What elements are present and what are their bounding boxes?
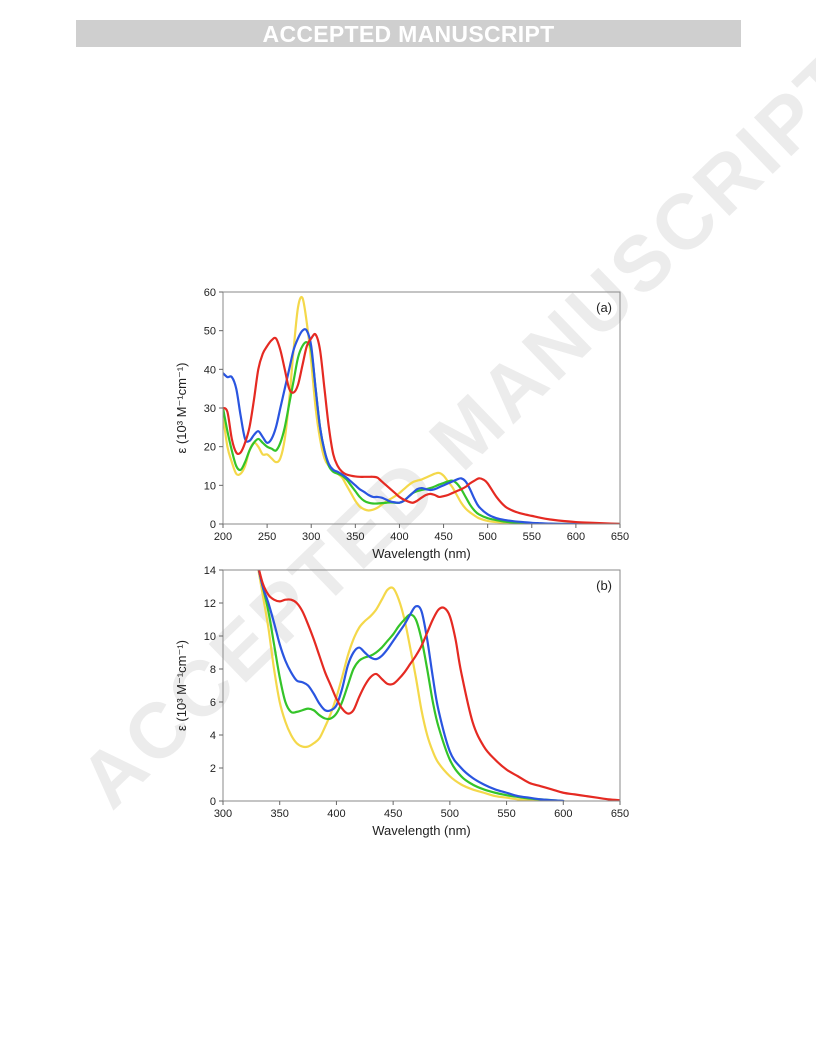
chart-panel-b: 300 350 400 450 500 550 600 650 0 2 4 6 8 10 12 14 Wavel… bbox=[174, 565, 629, 838]
banner-text: ACCEPTED MANUSCRIPT bbox=[262, 21, 555, 47]
y-tick-label: 30 bbox=[204, 403, 216, 415]
series-line-3 bbox=[223, 328, 620, 524]
y-tick-label: 10 bbox=[204, 480, 216, 492]
x-tick-label: 250 bbox=[258, 531, 276, 543]
y-tick-label: 2 bbox=[210, 763, 216, 775]
x-tick-label: 550 bbox=[523, 531, 541, 543]
accepted-manuscript-banner: ACCEPTED MANUSCRIPT bbox=[76, 20, 741, 47]
chart-panel-a: 200 250 300 350 400 450 500 550 600 650 0 10 20 30 40 5… bbox=[174, 287, 629, 561]
x-tick-label: 300 bbox=[214, 808, 232, 820]
y-axis-title: ε (10³ M⁻¹cm⁻¹) bbox=[174, 640, 189, 731]
x-axis-title: Wavelength (nm) bbox=[372, 546, 471, 561]
y-axis-title: ε (10³ M⁻¹cm⁻¹) bbox=[174, 362, 189, 453]
y-tick-label: 0 bbox=[210, 519, 216, 531]
x-axis-title: Wavelength (nm) bbox=[372, 823, 471, 838]
x-tick-label: 650 bbox=[611, 531, 629, 543]
x-tick-label: 350 bbox=[346, 531, 364, 543]
series-line-1 bbox=[257, 570, 565, 801]
y-tick-label: 6 bbox=[210, 697, 216, 709]
y-tick-label: 14 bbox=[204, 565, 216, 577]
series-line-4 bbox=[257, 570, 620, 801]
y-tick-label: 4 bbox=[210, 730, 216, 742]
series-line-4 bbox=[223, 332, 620, 524]
x-tick-label: 400 bbox=[390, 531, 408, 543]
series-line-2 bbox=[223, 341, 620, 524]
y-tick-label: 8 bbox=[210, 664, 216, 676]
plot-frame bbox=[222, 569, 621, 802]
y-tick-label: 0 bbox=[210, 796, 216, 808]
series-line-3 bbox=[257, 570, 565, 801]
x-tick-label: 600 bbox=[554, 808, 572, 820]
x-tick-label: 200 bbox=[214, 531, 232, 543]
panel-label: (b) bbox=[596, 578, 612, 593]
y-tick-label: 10 bbox=[204, 631, 216, 643]
series-group bbox=[257, 570, 620, 801]
series-line-2 bbox=[257, 570, 565, 801]
series-group bbox=[223, 295, 620, 524]
series-line-1 bbox=[223, 295, 620, 524]
y-tick-label: 20 bbox=[204, 442, 216, 454]
x-tick-label: 300 bbox=[302, 531, 320, 543]
y-tick-label: 40 bbox=[204, 364, 216, 376]
panel-label: (a) bbox=[596, 300, 612, 315]
x-tick-label: 500 bbox=[478, 531, 496, 543]
y-tick-label: 60 bbox=[204, 287, 216, 299]
x-tick-label: 550 bbox=[497, 808, 515, 820]
y-tick-label: 12 bbox=[204, 598, 216, 610]
x-tick-label: 350 bbox=[271, 808, 289, 820]
x-tick-label: 400 bbox=[327, 808, 345, 820]
y-tick-label: 50 bbox=[204, 326, 216, 338]
x-tick-label: 600 bbox=[567, 531, 585, 543]
x-tick-label: 450 bbox=[434, 531, 452, 543]
x-tick-label: 500 bbox=[441, 808, 459, 820]
x-tick-label: 450 bbox=[384, 808, 402, 820]
x-tick-label: 650 bbox=[611, 808, 629, 820]
